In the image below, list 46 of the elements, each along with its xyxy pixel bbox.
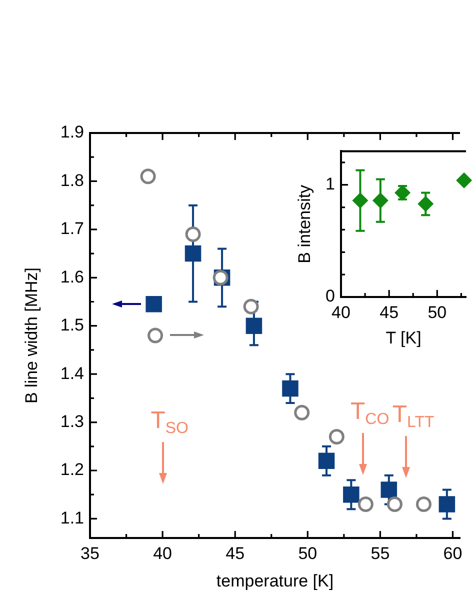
annotation: T$_{CO}$: [350, 398, 390, 428]
point: [294, 404, 310, 420]
y-tick-label: 1.4: [60, 364, 84, 383]
point: [456, 172, 472, 188]
x-tick-label: 55: [370, 544, 390, 563]
y-tick-label: 1.9: [60, 122, 84, 142]
point: [418, 196, 434, 212]
point: [343, 486, 360, 503]
x-tick-label: 40: [153, 544, 172, 563]
x-tick-label: 35: [80, 544, 100, 563]
point: [184, 245, 202, 262]
x-tick-label: 60: [443, 544, 462, 563]
point: [282, 380, 298, 397]
y-axis-title: B line width [MHz]: [22, 267, 41, 404]
y-tick-label: 1.3: [60, 412, 84, 431]
x-tick-label: 50: [428, 302, 447, 322]
x-tick-label: 45: [380, 302, 399, 322]
point: [386, 496, 402, 512]
point: [185, 226, 201, 242]
y-tick-label: 1.8: [60, 170, 84, 190]
y-tick-label: 1.6: [60, 267, 84, 286]
point: [352, 192, 368, 209]
annotation: T$_{SO}$: [150, 407, 188, 437]
y-tick-label: 1.5: [60, 316, 84, 335]
point: [148, 328, 164, 344]
point: [438, 496, 456, 512]
y-tick-label: 1: [326, 174, 335, 194]
y-tick-label: 1.2: [60, 460, 84, 480]
point: [358, 496, 374, 512]
x-tick-label: 45: [226, 544, 245, 563]
annotation: T$_{LTT}$: [392, 401, 434, 431]
point: [140, 168, 156, 184]
point: [416, 496, 432, 512]
x-tick-label: 50: [298, 544, 318, 563]
point: [146, 296, 162, 312]
y-tick-label: 1.7: [60, 219, 84, 238]
x-axis-title: T [K]: [386, 328, 422, 348]
point: [380, 482, 398, 498]
y-axis-title: B intensity: [294, 184, 314, 264]
point: [372, 192, 388, 209]
x-axis-title: temperature [K]: [216, 571, 334, 590]
point: [246, 318, 262, 334]
point: [318, 452, 335, 469]
point: [243, 298, 259, 314]
y-tick-label: 1.1: [60, 508, 84, 528]
point: [328, 429, 344, 444]
